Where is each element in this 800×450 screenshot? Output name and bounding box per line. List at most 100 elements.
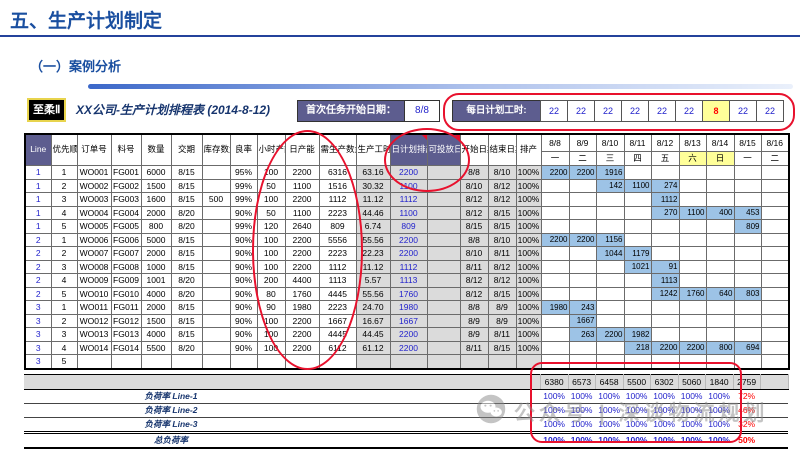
cell: 100 <box>256 327 286 342</box>
gantt-cell: 809 <box>733 219 762 234</box>
cell <box>201 219 231 234</box>
load-rate-cell: 100% <box>705 430 734 449</box>
cell: 8/15 <box>170 327 203 342</box>
cell: 8/15 <box>170 178 203 193</box>
cell: WO011 <box>76 300 112 315</box>
cell <box>355 354 391 369</box>
table-row: 1 4 WO004 FG004 2000 8/20 90% 50 1100 2223 44.46 11… <box>24 205 790 220</box>
cell: 1001 <box>140 273 172 288</box>
cell: 8/20 <box>170 286 203 301</box>
gantt-cell <box>760 313 790 328</box>
cell: 4000 <box>140 327 172 342</box>
load-rate-row: 负荷率 Line-3 100% 100% 100% 100% 100% 100% 100% 32… <box>24 417 789 433</box>
cell: 1112 <box>318 192 357 207</box>
daily-total-cell: 6380 <box>539 373 569 390</box>
gantt-cell <box>623 300 652 315</box>
cell: FG012 <box>110 313 142 328</box>
gantt-cell <box>540 192 570 207</box>
cell: 100% <box>515 273 542 288</box>
cell: 2200 <box>284 165 320 180</box>
cell <box>426 300 461 315</box>
cell: FG001 <box>110 165 142 180</box>
daily-hours-value: 22 <box>568 100 595 122</box>
cell <box>201 300 231 315</box>
cell: 1980 <box>284 300 320 315</box>
load-rate-label: 负荷率 Line-1 <box>24 389 318 404</box>
cell <box>229 354 258 369</box>
gantt-cell <box>760 192 790 207</box>
cell: 99% <box>229 178 258 193</box>
load-rate-cell: 100% <box>650 389 679 404</box>
table-row: 3 4 WO014 FG014 5500 8/20 90% 100 2200 6112 61.12 2… <box>24 340 790 355</box>
cell: 8/12 <box>459 192 489 207</box>
cell: 2200 <box>389 327 428 342</box>
cell <box>426 205 461 220</box>
weekday-header: 四 <box>623 150 652 167</box>
cell: 90% <box>229 327 258 342</box>
cell: FG009 <box>110 273 142 288</box>
cell: 63.16 <box>355 165 391 180</box>
cell <box>426 340 461 355</box>
gantt-cell <box>540 354 570 369</box>
gantt-cell <box>623 165 652 180</box>
cell: 1100 <box>284 178 320 193</box>
cell: 8/15 <box>487 205 517 220</box>
gantt-cell <box>678 178 707 193</box>
gantt-cell <box>760 354 790 369</box>
cell: 2 <box>24 246 52 261</box>
cell: 4 <box>50 340 78 355</box>
cell: 2000 <box>140 205 172 220</box>
gantt-cell <box>595 300 625 315</box>
cell: 8/20 <box>170 219 203 234</box>
weekday-header: 二 <box>760 150 790 167</box>
cell <box>318 354 357 369</box>
load-rate-cell: 100% <box>650 430 679 449</box>
cell <box>389 354 428 369</box>
gantt-cell <box>650 327 680 342</box>
cell: 8/9 <box>487 313 517 328</box>
load-rate-cell: 100% <box>595 389 624 404</box>
load-rate-cell: 32% <box>733 417 761 433</box>
load-rate-cell: 100% <box>540 389 569 404</box>
cell: 90% <box>229 246 258 261</box>
cell: 90% <box>229 205 258 220</box>
table-row: 1 1 WO001 FG001 6000 8/15 95% 100 2200 6316 63.16 2… <box>24 165 790 180</box>
cell: 1 <box>50 300 78 315</box>
cell: 2200 <box>389 165 428 180</box>
cell: 800 <box>140 219 172 234</box>
cell <box>284 354 320 369</box>
cell <box>487 354 517 369</box>
cell: 4400 <box>284 273 320 288</box>
gantt-cell <box>760 205 790 220</box>
load-rate-cell <box>760 403 789 418</box>
cell: 1100 <box>389 178 428 193</box>
cell: 1 <box>24 192 52 207</box>
table-row: 2 1 WO006 FG006 5000 8/15 90% 100 2200 5556 55.56 2… <box>24 232 790 247</box>
cell: 2 <box>24 286 52 301</box>
gantt-cell <box>623 313 652 328</box>
gantt-cell <box>650 165 680 180</box>
cell: 24.70 <box>355 300 391 315</box>
gantt-cell: 2200 <box>568 232 597 247</box>
cell: WO008 <box>76 259 112 274</box>
col-header-8: 小时产能 <box>256 133 286 166</box>
cell: 8/9 <box>459 327 489 342</box>
cell <box>426 273 461 288</box>
gantt-cell: 2200 <box>650 340 680 355</box>
cell: 1100 <box>284 205 320 220</box>
cell: 4445 <box>318 327 357 342</box>
logo-badge: 至柔Ⅱ <box>27 98 67 122</box>
cell: 2200 <box>389 232 428 247</box>
load-rate-cell: 100% <box>568 417 596 433</box>
gantt-cell <box>595 259 625 274</box>
cell: 95% <box>229 165 258 180</box>
daily-total-cell: 6458 <box>594 373 624 390</box>
gantt-cell <box>678 259 707 274</box>
daily-total-cell <box>759 373 789 390</box>
cell <box>201 205 231 220</box>
cell: 5 <box>50 286 78 301</box>
cell: 100 <box>256 313 286 328</box>
gantt-cell <box>733 246 762 261</box>
load-rate-cell: 100% <box>678 403 706 418</box>
cell: 6000 <box>140 165 172 180</box>
